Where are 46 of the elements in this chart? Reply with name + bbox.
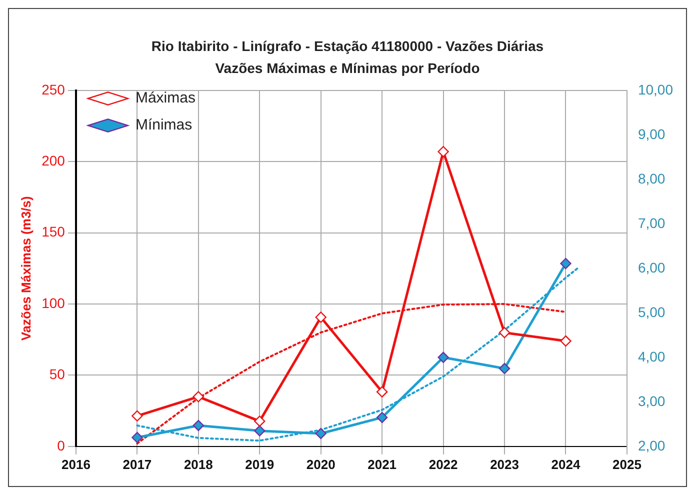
y2-tick-label: 4,00 bbox=[638, 348, 666, 364]
chart-subtitle: Vazões Máximas e Mínimas por Período bbox=[214, 59, 481, 78]
point bbox=[438, 352, 449, 363]
y2-tick-label: 5,00 bbox=[638, 304, 666, 320]
y-tick-label: 0 bbox=[57, 437, 66, 454]
y2-tick-label: 6,00 bbox=[638, 259, 666, 276]
x-tick-label: 2020 bbox=[306, 456, 336, 472]
point bbox=[498, 327, 510, 338]
y-tick-label: 250 bbox=[42, 81, 66, 98]
x-tick-label: 2018 bbox=[184, 456, 213, 472]
y2-tick-label: 7,00 bbox=[638, 214, 666, 231]
point bbox=[254, 425, 266, 436]
point bbox=[315, 428, 326, 440]
point bbox=[132, 432, 143, 444]
x-tick-label: 2019 bbox=[245, 456, 274, 472]
legend-label: Mínimas bbox=[135, 116, 192, 134]
y2-tick-label: 9,00 bbox=[638, 126, 666, 142]
point bbox=[498, 362, 510, 374]
point bbox=[438, 146, 449, 158]
y2-tick-label: 8,00 bbox=[638, 170, 666, 186]
legend-label: Máximas bbox=[135, 90, 196, 107]
point bbox=[192, 391, 204, 402]
y-tick-label: 100 bbox=[42, 294, 66, 311]
x-tick-label: 2023 bbox=[490, 456, 519, 472]
x-tick-label: 2025 bbox=[612, 456, 642, 472]
y-tick-label: 200 bbox=[42, 152, 66, 168]
point bbox=[376, 386, 388, 398]
y2-tick-label: 10,00 bbox=[638, 81, 674, 98]
x-tick-label: 2022 bbox=[428, 456, 458, 472]
x-tick-label: 2017 bbox=[122, 456, 152, 472]
point bbox=[254, 416, 266, 427]
y2-tick-label: 3,00 bbox=[638, 392, 666, 409]
point bbox=[132, 410, 143, 422]
y-tick-label: 150 bbox=[42, 224, 66, 240]
x-tick-label: 2016 bbox=[61, 456, 90, 472]
point bbox=[560, 335, 572, 347]
point bbox=[315, 312, 326, 323]
point bbox=[376, 412, 388, 424]
chart-title: Rio Itabirito - Linígrafo - Estação 41180000 - Vazões Diárias bbox=[150, 37, 545, 56]
point bbox=[192, 420, 204, 432]
point bbox=[560, 258, 572, 270]
x-tick-label: 2024 bbox=[551, 456, 581, 472]
y2-tick-label: 2,00 bbox=[638, 437, 666, 454]
y-tick-label: 50 bbox=[49, 366, 66, 382]
x-tick-label: 2021 bbox=[368, 456, 397, 472]
y-axis-title: Vazões Máximas (m3/s) bbox=[18, 196, 34, 341]
